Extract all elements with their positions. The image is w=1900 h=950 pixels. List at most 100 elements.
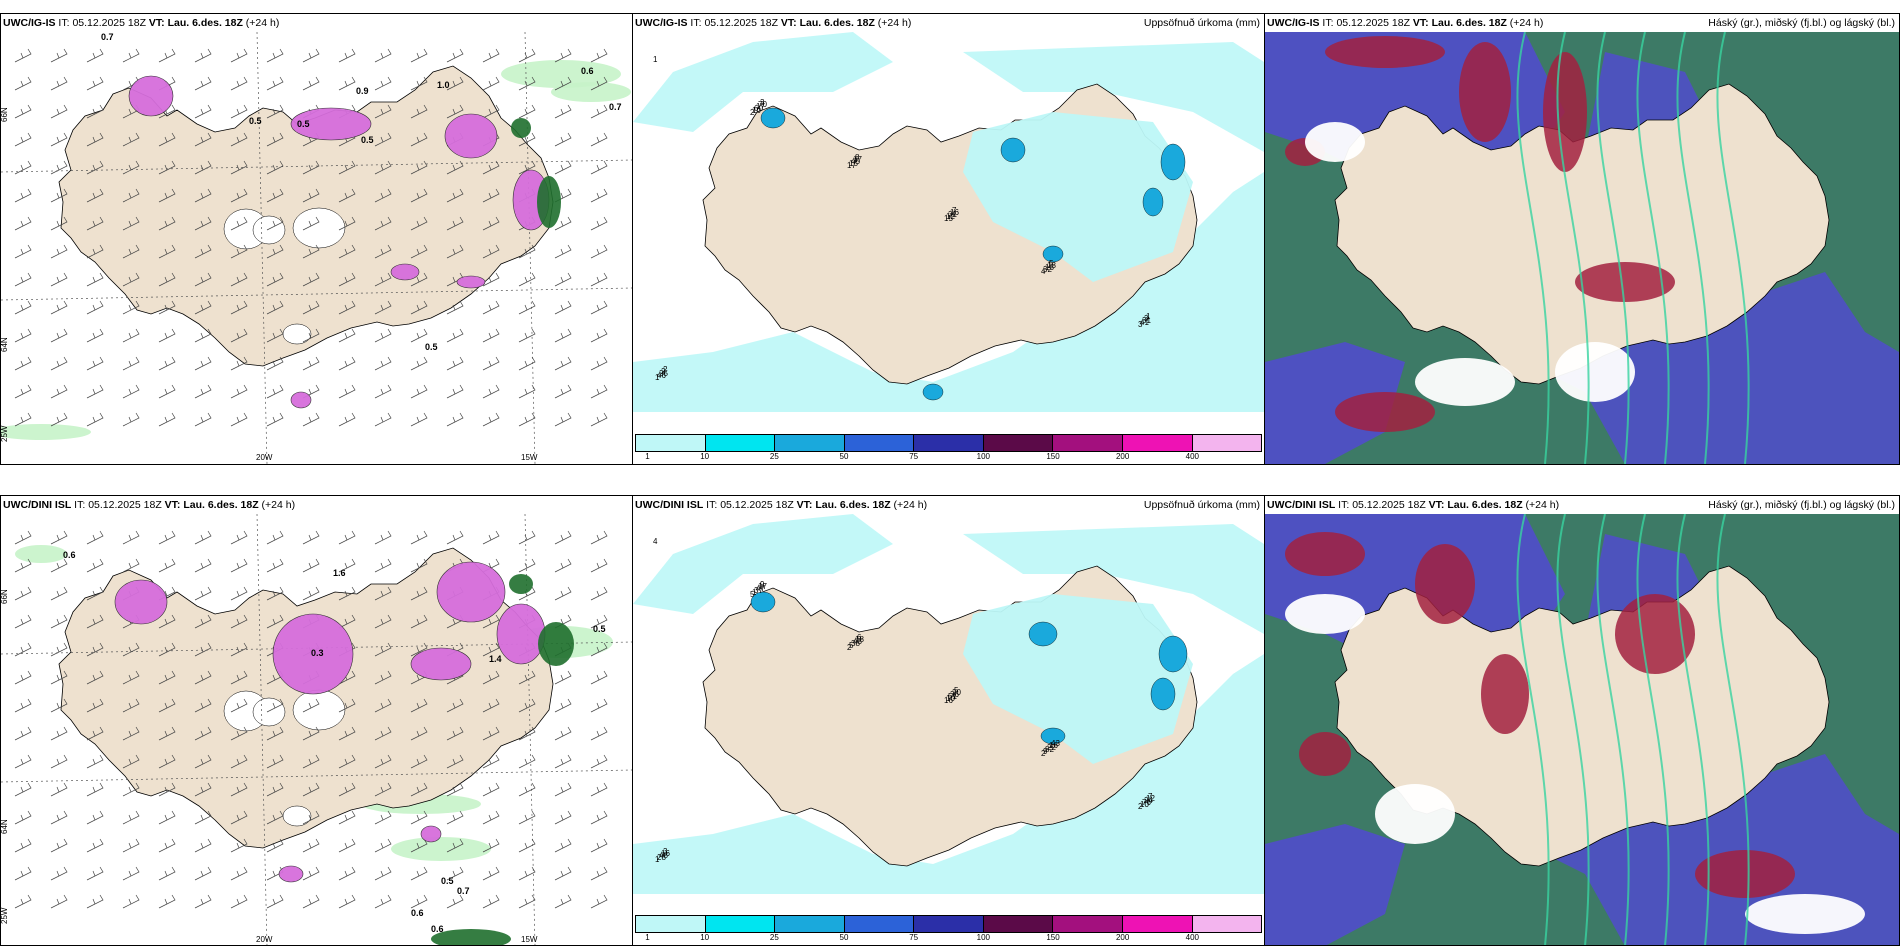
wind-barb bbox=[14, 412, 32, 427]
wind-barb bbox=[230, 838, 248, 853]
wind-barb bbox=[338, 76, 356, 91]
wind-barb bbox=[122, 838, 140, 853]
wind-barb bbox=[14, 160, 32, 175]
wind-barb bbox=[86, 76, 104, 91]
wind-barb bbox=[50, 530, 68, 545]
cloud-contour bbox=[1636, 514, 1670, 945]
colorbar-swatch bbox=[1192, 916, 1262, 932]
wind-barb bbox=[518, 782, 536, 797]
wind-barb bbox=[194, 698, 212, 713]
wind-barb bbox=[554, 838, 572, 853]
wind-barb bbox=[302, 894, 320, 909]
wind-barb bbox=[158, 272, 176, 287]
wind-barb bbox=[554, 104, 572, 119]
wind-barb bbox=[266, 412, 284, 427]
panel-header: UWC/IG-IS IT: 05.12.2025 18Z VT: Lau. 6.… bbox=[1, 14, 632, 32]
wind-barb bbox=[14, 670, 32, 685]
wind-barb bbox=[302, 530, 320, 545]
precip-value-label: 4 bbox=[1041, 267, 1046, 276]
precip-value-label: 13 bbox=[1047, 261, 1056, 270]
precip-value-label: 1 bbox=[752, 588, 757, 597]
heavy-precip-area bbox=[538, 622, 574, 666]
wind-barb bbox=[410, 810, 428, 825]
heavy-precip-area bbox=[511, 118, 531, 138]
precip-value-label: 24 bbox=[1144, 796, 1153, 805]
colorbar-swatch bbox=[844, 916, 915, 932]
wind-barb bbox=[410, 698, 428, 713]
cloud-low-area bbox=[1481, 654, 1529, 734]
wind-barb bbox=[554, 754, 572, 769]
precip-heavy-area bbox=[1160, 143, 1186, 181]
wind-barb bbox=[266, 272, 284, 287]
wind-barb bbox=[230, 558, 248, 573]
colorbar-tick-label: 10 bbox=[700, 452, 710, 461]
snow-value-label: 0.7 bbox=[457, 886, 470, 896]
wind-barb bbox=[158, 866, 176, 881]
wind-barb bbox=[122, 754, 140, 769]
wind-barb bbox=[194, 782, 212, 797]
panel-wind-snow-ig: UWC/IG-IS IT: 05.12.2025 18Z VT: Lau. 6.… bbox=[0, 13, 633, 465]
wind-barb bbox=[590, 642, 608, 657]
precip-value-label: 2 bbox=[1138, 802, 1143, 811]
colorbar: 1 10 25 50 75 100 150 200 400 bbox=[635, 434, 1262, 461]
wind-barb bbox=[86, 216, 104, 231]
wind-barb bbox=[302, 216, 320, 231]
snow-value-label: 0.5 bbox=[441, 876, 454, 886]
wind-barb bbox=[50, 244, 68, 259]
wind-barb bbox=[158, 244, 176, 259]
wind-barb bbox=[50, 726, 68, 741]
wind-barb bbox=[14, 782, 32, 797]
snow-value-label: 0.7 bbox=[101, 32, 114, 42]
wind-barb bbox=[50, 188, 68, 203]
wind-barb bbox=[374, 698, 392, 713]
wind-barb bbox=[194, 866, 212, 881]
colorbar-tick-label: 200 bbox=[1115, 452, 1130, 461]
wind-barb bbox=[482, 726, 500, 741]
precip-value-label: 7 bbox=[952, 206, 957, 215]
wind-barb bbox=[590, 726, 608, 741]
cloud-contour bbox=[1516, 514, 1550, 945]
latitude-line bbox=[1, 159, 632, 173]
wind-barb bbox=[518, 356, 536, 371]
wind-barb bbox=[14, 698, 32, 713]
precip-area bbox=[551, 82, 631, 102]
wind-barb bbox=[230, 384, 248, 399]
cloud-contour bbox=[1636, 32, 1670, 464]
wind-barb bbox=[338, 782, 356, 797]
wind-barb bbox=[194, 328, 212, 343]
wind-barb bbox=[554, 300, 572, 315]
wind-barb bbox=[158, 838, 176, 853]
wind-barb bbox=[266, 216, 284, 231]
wind-barb bbox=[122, 328, 140, 343]
axis-label: 64N bbox=[1, 819, 9, 834]
wind-barb bbox=[86, 384, 104, 399]
wind-barb bbox=[410, 356, 428, 371]
wind-barb bbox=[590, 160, 608, 175]
wind-barb bbox=[86, 244, 104, 259]
wind-barb bbox=[194, 132, 212, 147]
wind-barb bbox=[14, 76, 32, 91]
precip-value-label: 8 bbox=[855, 153, 860, 162]
wind-barb bbox=[14, 866, 32, 881]
wind-barb bbox=[14, 586, 32, 601]
wind-barb bbox=[446, 216, 464, 231]
precip-value-label: 5 bbox=[1049, 259, 1054, 268]
wind-barb bbox=[518, 894, 536, 909]
wind-barb bbox=[230, 160, 248, 175]
wind-barb bbox=[554, 810, 572, 825]
wind-barb bbox=[590, 216, 608, 231]
wind-barb bbox=[230, 698, 248, 713]
precip-value-label: 48 bbox=[659, 851, 668, 860]
wind-barb bbox=[338, 272, 356, 287]
glacier bbox=[252, 697, 286, 727]
wind-barb bbox=[482, 76, 500, 91]
wind-barb bbox=[14, 894, 32, 909]
wind-barb bbox=[266, 188, 284, 203]
wind-barb bbox=[86, 48, 104, 63]
wind-barb bbox=[194, 810, 212, 825]
wind-barb bbox=[446, 530, 464, 545]
precip-heavy-area bbox=[750, 591, 776, 613]
wind-barb bbox=[50, 104, 68, 119]
wind-barb bbox=[122, 530, 140, 545]
precip-area bbox=[963, 594, 1193, 764]
